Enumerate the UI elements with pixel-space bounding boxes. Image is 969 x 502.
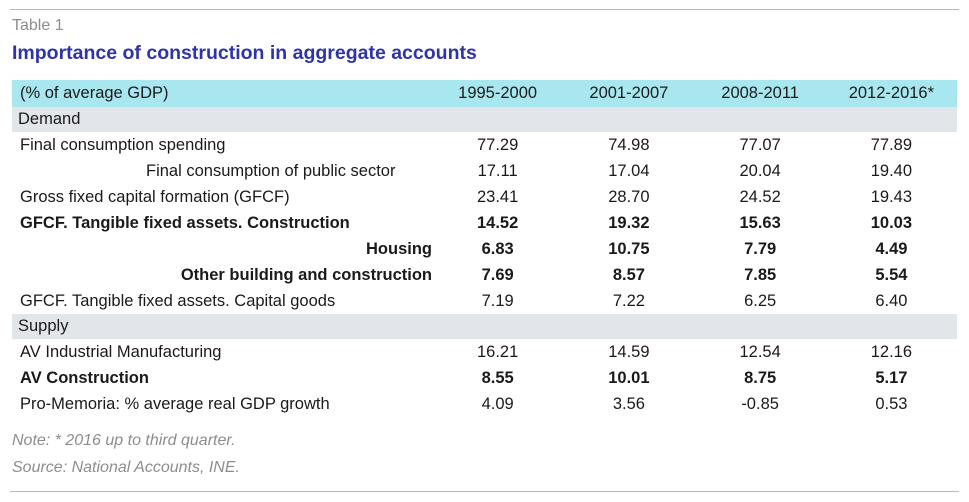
- value-cell: 6.25: [744, 291, 777, 310]
- value-cell: 16.21: [476, 342, 519, 361]
- value-cell: 12.54: [739, 342, 781, 361]
- value-cell: 7.22: [612, 291, 645, 310]
- value-cell: 14.52: [476, 213, 519, 232]
- value-cell: 0.53: [875, 394, 908, 413]
- value-cell: 6.40: [875, 291, 908, 310]
- value-cell: 4.09: [481, 394, 514, 413]
- table-source: Source: National Accounts, INE.: [12, 459, 240, 476]
- table-row: Final consumption of public sector 17.11 1…: [12, 158, 957, 184]
- value-cell: 7.85: [744, 265, 777, 284]
- value-cell: 5.17: [875, 368, 908, 387]
- value-cell: 77.29: [476, 135, 519, 154]
- table-row: Pro-Memoria: % average real GDP growth 4.…: [12, 391, 957, 417]
- row-label: Housing: [366, 239, 432, 258]
- header-cell: 2012-2016*: [825, 80, 957, 107]
- value-cell: 8.57: [612, 265, 645, 284]
- row-label: Other building and construction: [180, 265, 432, 284]
- value-cell: 77.89: [870, 135, 913, 154]
- row-label: Final consumption of public sector: [146, 161, 396, 180]
- value-cell: 6.83: [481, 239, 514, 258]
- row-label: Pro-Memoria: % average real GDP growth: [20, 394, 330, 413]
- row-label: GFCF. Tangible fixed assets. Constructio…: [20, 213, 350, 232]
- value-cell: 8.75: [744, 368, 777, 387]
- value-cell: 4.49: [875, 239, 908, 258]
- value-cell: 19.43: [870, 187, 913, 206]
- value-cell: 7.79: [744, 239, 777, 258]
- table-note: Note: * 2016 up to third quarter.: [12, 432, 236, 449]
- table-header-row: (% of average GDP) 1995-2000 2001-2007 2…: [12, 80, 957, 107]
- table-number: Table 1: [12, 17, 64, 34]
- value-cell: 19.40: [870, 161, 913, 180]
- header-cell: 1995-2000: [432, 80, 564, 107]
- value-cell: 17.04: [608, 161, 650, 180]
- value-cell: 28.70: [608, 187, 650, 206]
- value-cell: 14.59: [608, 342, 650, 361]
- data-table: (% of average GDP) 1995-2000 2001-2007 2…: [12, 80, 957, 417]
- section-row: Demand: [12, 107, 957, 132]
- row-label: AV Industrial Manufacturing: [20, 342, 222, 361]
- row-label: Gross fixed capital formation (GFCF): [20, 187, 290, 206]
- table-row: AV Industrial Manufacturing 16.21 14.59 12.…: [12, 339, 957, 365]
- header-cell: 2001-2007: [563, 80, 695, 107]
- value-cell: 24.52: [739, 187, 781, 206]
- table-row: Gross fixed capital formation (GFCF) 23.4…: [12, 184, 957, 210]
- section-label: Supply: [12, 314, 957, 339]
- value-cell: 12.16: [870, 342, 913, 361]
- value-cell: 77.07: [739, 135, 781, 154]
- table-row: Final consumption spending 77.29 74.98 77.0…: [12, 132, 957, 158]
- value-cell: 10.01: [608, 368, 650, 387]
- header-cell: 2008-2011: [694, 80, 826, 107]
- bottom-divider: [10, 491, 959, 492]
- value-cell: 5.54: [875, 265, 908, 284]
- value-cell: 20.04: [739, 161, 781, 180]
- section-row: Supply: [12, 314, 957, 339]
- table-row: GFCF. Tangible fixed assets. Capital goo…: [12, 288, 957, 314]
- table-row: GFCF. Tangible fixed assets. Constructio…: [12, 210, 957, 236]
- value-cell: 15.63: [739, 213, 781, 232]
- value-cell: 19.32: [608, 213, 650, 232]
- value-cell: 17.11: [477, 161, 518, 180]
- row-label: Final consumption spending: [20, 135, 226, 154]
- value-cell: 7.19: [481, 291, 514, 310]
- value-cell: 10.75: [608, 239, 650, 258]
- row-label: GFCF. Tangible fixed assets. Capital goo…: [20, 291, 336, 310]
- value-cell: 74.98: [608, 135, 650, 154]
- value-cell: 23.41: [476, 187, 519, 206]
- value-cell: 7.69: [481, 265, 514, 284]
- value-cell: 10.03: [870, 213, 913, 232]
- table-row: AV Construction 8.55 10.01 8.75 5.17: [12, 365, 957, 391]
- value-cell: 3.56: [612, 394, 645, 413]
- section-label: Demand: [12, 107, 957, 132]
- row-label: AV Construction: [20, 368, 149, 387]
- header-cell: (% of average GDP): [12, 80, 432, 107]
- table-row: Housing 6.83 10.75 7.79 4.49: [12, 236, 957, 262]
- value-cell: -0.85: [741, 394, 779, 413]
- table-row: Other building and construction 7.69 8.57 7…: [12, 262, 957, 288]
- top-divider: [10, 9, 959, 10]
- value-cell: 8.55: [481, 368, 514, 387]
- table-title: Importance of construction in aggregate …: [12, 42, 477, 64]
